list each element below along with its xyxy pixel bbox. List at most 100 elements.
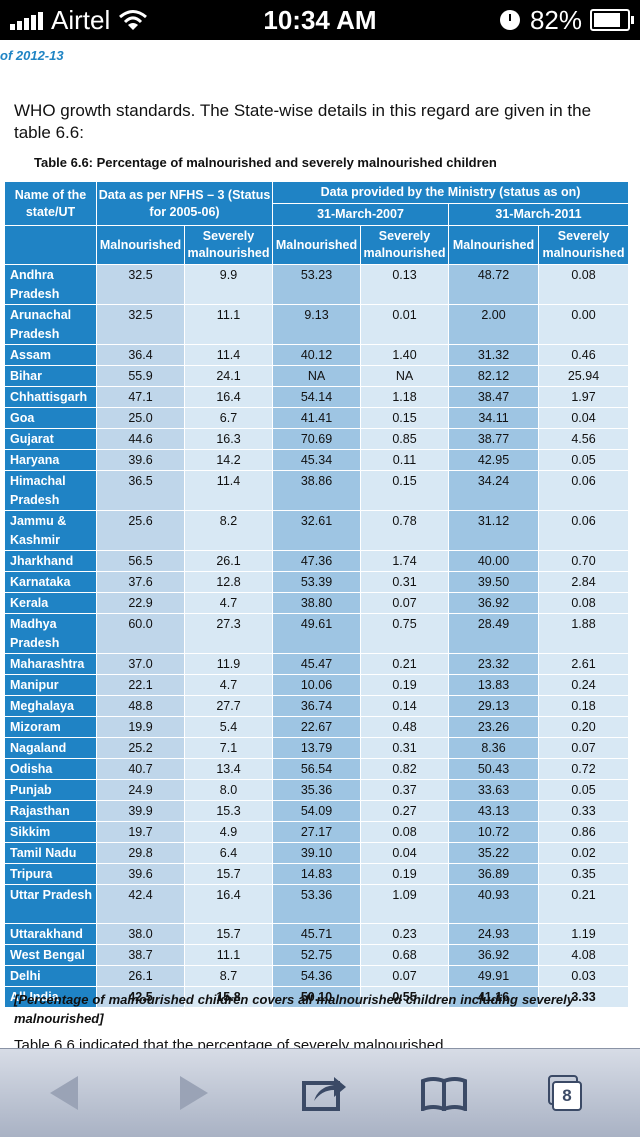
value-cell: 0.19 (360, 674, 449, 696)
value-cell: 6.7 (184, 407, 273, 429)
value-cell: 1.40 (360, 344, 449, 366)
value-cell: 0.01 (360, 304, 449, 345)
value-cell: 0.02 (538, 842, 629, 864)
battery-percent: 82% (529, 4, 582, 35)
value-cell: 39.9 (96, 800, 185, 822)
carrier-name: Airtel (51, 4, 111, 35)
value-cell: 13.83 (448, 674, 539, 696)
table-note: [Percentage of malnourished children cov… (14, 992, 574, 1026)
header-malnourished: Malnourished (272, 225, 361, 265)
value-cell: 31.32 (448, 344, 539, 366)
table-row: Uttar Pradesh 42.4 16.4 53.36 1.09 40.93 0.21 (4, 884, 629, 924)
header-nfhs: Data as per NFHS – 3 (Status for 2005-06… (96, 181, 273, 226)
value-cell: 40.00 (448, 550, 539, 572)
value-cell: 11.4 (184, 344, 273, 366)
value-cell: 50.43 (448, 758, 539, 780)
value-cell: 0.06 (538, 510, 629, 551)
battery-tip (631, 16, 634, 24)
value-cell: 36.92 (448, 592, 539, 614)
value-cell: 49.61 (272, 613, 361, 654)
value-cell: 24.9 (96, 779, 185, 801)
value-cell: 36.89 (448, 863, 539, 885)
value-cell: 4.9 (184, 821, 273, 843)
table-row: Chhattisgarh 47.1 16.4 54.14 1.18 38.47 1.97 (4, 386, 629, 408)
value-cell: 25.6 (96, 510, 185, 551)
state-name-cell: Himachal Pradesh (4, 470, 97, 511)
value-cell: 8.36 (448, 737, 539, 759)
value-cell: 0.75 (360, 613, 449, 654)
table-row: Delhi 26.1 8.7 54.36 0.07 49.91 0.03 (4, 965, 629, 987)
value-cell: 0.06 (538, 470, 629, 511)
value-cell: 14.2 (184, 449, 273, 471)
state-name-cell: Nagaland (4, 737, 97, 759)
value-cell: 11.4 (184, 470, 273, 511)
value-cell: 70.69 (272, 428, 361, 450)
table-row: Maharashtra 37.0 11.9 45.47 0.21 23.32 2.61 (4, 653, 629, 675)
clock-icon (499, 10, 520, 30)
value-cell: 27.3 (184, 613, 273, 654)
value-cell: 0.21 (360, 653, 449, 675)
value-cell: 42.95 (448, 449, 539, 471)
state-name-cell: Sikkim (4, 821, 97, 843)
value-cell: 54.36 (272, 965, 361, 987)
value-cell: 26.1 (96, 965, 185, 987)
back-button[interactable] (34, 1063, 94, 1123)
value-cell: 54.14 (272, 386, 361, 408)
value-cell: 40.7 (96, 758, 185, 780)
value-cell: 38.7 (96, 944, 185, 966)
value-cell: 56.5 (96, 550, 185, 572)
value-cell: 0.31 (360, 571, 449, 593)
value-cell: 1.88 (538, 613, 629, 654)
value-cell: 0.23 (360, 923, 449, 945)
tabs-button[interactable]: 8 (540, 1063, 600, 1123)
value-cell: 2.00 (448, 304, 539, 345)
value-cell: 0.18 (538, 695, 629, 717)
value-cell: 36.92 (448, 944, 539, 966)
value-cell: 37.0 (96, 653, 185, 675)
value-cell: 7.1 (184, 737, 273, 759)
header-malnourished: Malnourished (96, 225, 185, 265)
value-cell: 8.0 (184, 779, 273, 801)
value-cell: 2.84 (538, 571, 629, 593)
value-cell: 52.75 (272, 944, 361, 966)
value-cell: 15.3 (184, 800, 273, 822)
state-name-cell: Madhya Pradesh (4, 613, 97, 654)
value-cell: NA (360, 365, 449, 387)
table-row: Uttarakhand 38.0 15.7 45.71 0.23 24.93 1.19 (4, 923, 629, 945)
bookmarks-button[interactable] (414, 1063, 474, 1123)
state-name-cell: Goa (4, 407, 97, 429)
value-cell: 0.07 (360, 592, 449, 614)
value-cell: 0.15 (360, 470, 449, 511)
state-name-cell: Meghalaya (4, 695, 97, 717)
value-cell: 0.55 (360, 986, 449, 1008)
state-name-cell: Kerala (4, 592, 97, 614)
value-cell: 15.7 (184, 863, 273, 885)
table-row: Goa 25.0 6.7 41.41 0.15 34.11 0.04 (4, 407, 629, 429)
value-cell: 25.94 (538, 365, 629, 387)
value-cell: 45.71 (272, 923, 361, 945)
table-row: Assam 36.4 11.4 40.12 1.40 31.32 0.46 (4, 344, 629, 366)
value-cell: 42.5 (96, 986, 185, 1008)
tabs-count: 8 (552, 1081, 582, 1111)
state-name-cell: Andhra Pradesh (4, 264, 97, 305)
state-name-cell: Tripura (4, 863, 97, 885)
value-cell: 0.20 (538, 716, 629, 738)
value-cell: 8.2 (184, 510, 273, 551)
value-cell: 16.4 (184, 884, 273, 924)
header-state-blank (4, 225, 97, 265)
value-cell: 4.7 (184, 674, 273, 696)
value-cell: 44.6 (96, 428, 185, 450)
value-cell: 29.8 (96, 842, 185, 864)
value-cell: 0.31 (360, 737, 449, 759)
header-severely: Severely malnourished (184, 225, 273, 265)
status-right: 82% (499, 0, 634, 40)
value-cell: 38.47 (448, 386, 539, 408)
share-button[interactable] (294, 1063, 354, 1123)
forward-button[interactable] (164, 1063, 224, 1123)
value-cell: 50.10 (272, 986, 361, 1008)
table-row: West Bengal 38.7 11.1 52.75 0.68 36.92 4.08 (4, 944, 629, 966)
value-cell: 37.6 (96, 571, 185, 593)
value-cell: 25.2 (96, 737, 185, 759)
value-cell: 11.1 (184, 944, 273, 966)
value-cell: 12.8 (184, 571, 273, 593)
